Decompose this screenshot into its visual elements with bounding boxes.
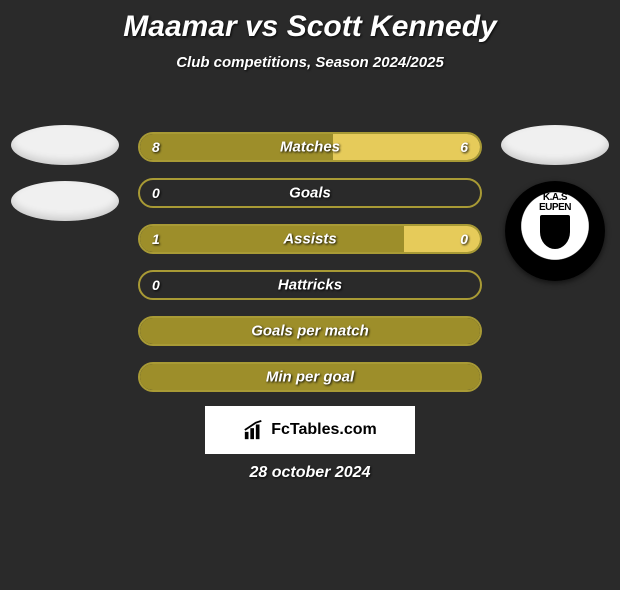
bar-label: Min per goal <box>140 369 480 386</box>
bar-label: Goals per match <box>140 323 480 340</box>
bar-right-value: 6 <box>460 139 468 155</box>
left-badge-1 <box>11 125 119 165</box>
bar-label: Hattricks <box>140 277 480 294</box>
club-text: K.A.S EUPEN <box>539 193 571 213</box>
date-label: 28 october 2024 <box>0 464 620 482</box>
chart-icon <box>243 419 265 441</box>
left-player-badges <box>10 125 120 237</box>
page-title: Maamar vs Scott Kennedy <box>0 10 620 44</box>
bar-left-value: 0 <box>152 185 160 201</box>
stat-bar: Assists1 0 <box>138 224 482 254</box>
bar-label: Assists <box>140 231 480 248</box>
bar-left-value: 1 <box>152 231 160 247</box>
right-badge-1 <box>501 125 609 165</box>
stat-bar: Matches8 6 <box>138 132 482 162</box>
right-player-badges: K.A.S EUPEN <box>500 125 610 281</box>
stat-bar: Goals0 <box>138 178 482 208</box>
bar-left-value: 0 <box>152 277 160 293</box>
left-badge-2 <box>11 181 119 221</box>
comparison-container: Maamar vs Scott Kennedy Club competition… <box>0 10 620 590</box>
comparison-bars: Matches86Goals0Assists10Hattricks0Goals … <box>138 132 482 408</box>
brand-text: FcTables.com <box>271 421 377 439</box>
right-club-logo: K.A.S EUPEN <box>505 181 605 281</box>
bar-right-value: 0 <box>460 231 468 247</box>
page-subtitle: Club competitions, Season 2024/2025 <box>0 54 620 71</box>
bar-label: Matches <box>140 139 480 156</box>
brand-badge: FcTables.com <box>205 406 415 454</box>
bar-left-value: 8 <box>152 139 160 155</box>
stat-bar: Goals per match <box>138 316 482 346</box>
stat-bar: Hattricks0 <box>138 270 482 300</box>
stat-bar: Min per goal <box>138 362 482 392</box>
club-crest-icon <box>540 215 570 249</box>
bar-label: Goals <box>140 185 480 202</box>
